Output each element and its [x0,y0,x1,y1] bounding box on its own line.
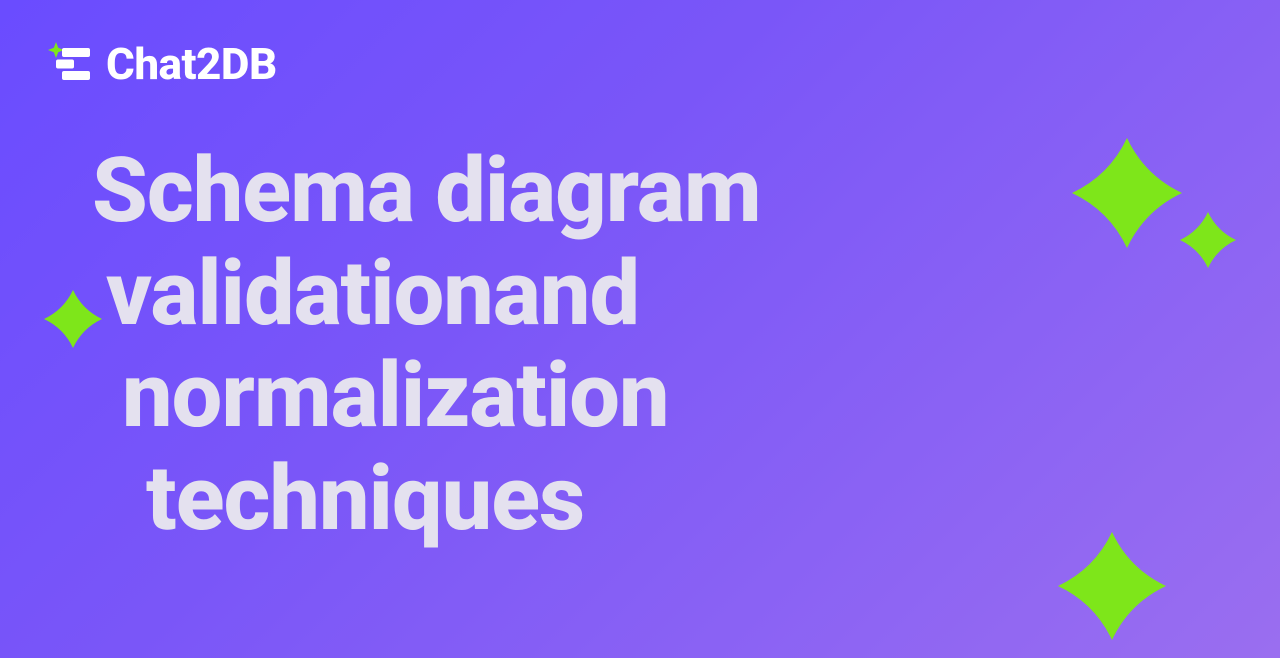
headline-line-2: validationand [92,243,761,346]
sparkle-bottom-right-icon [1058,532,1166,640]
hero-headline: Schema diagram validationand normalizati… [92,140,761,550]
headline-line-1: Schema diagram [92,140,761,243]
brand-mark-icon [48,42,92,86]
hero-card: Chat2DB Schema diagram validationand nor… [0,0,1280,658]
headline-line-3: normalization [92,345,761,448]
brand-logo: Chat2DB [48,38,277,90]
sparkle-top-right-icon [1072,138,1182,248]
sparkle-right-small-icon [1180,212,1236,268]
headline-line-4: techniques [92,448,761,551]
brand-name: Chat2DB [106,38,277,90]
sparkle-left-icon [44,290,102,348]
